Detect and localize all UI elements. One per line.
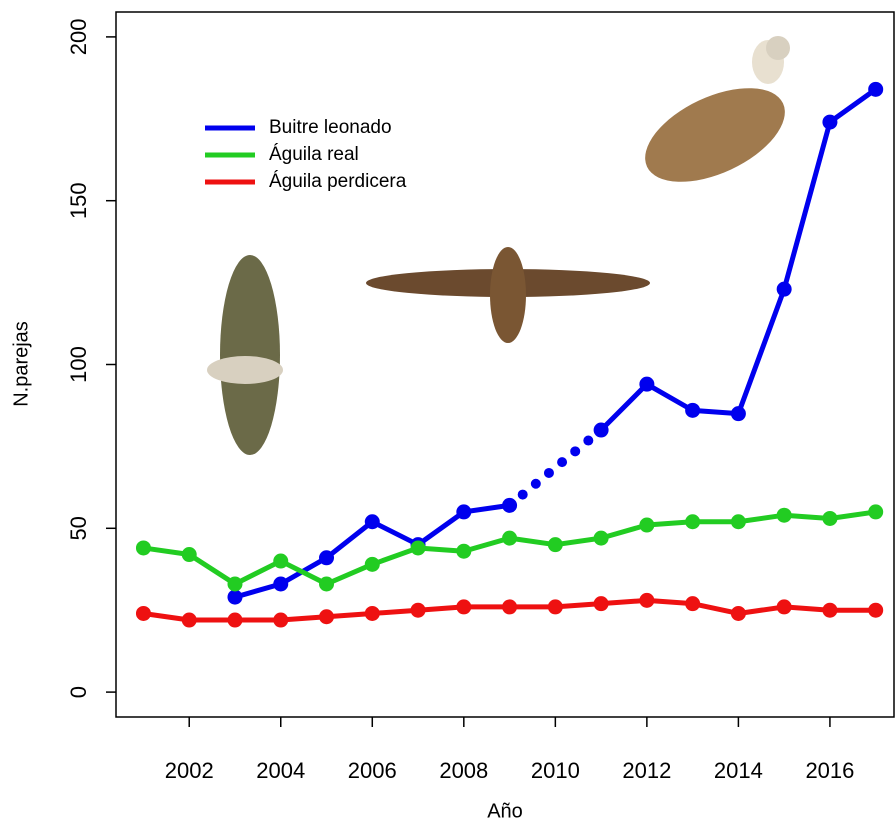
legend-label: Águila real — [269, 144, 359, 165]
chart: Año N.parejas Buitre leonado Águila real Á… — [0, 0, 896, 825]
bird-illustration-eagle — [366, 247, 650, 343]
legend-label: Águila perdicera — [269, 171, 407, 192]
x-tick-label: 2002 — [165, 758, 214, 783]
point — [136, 606, 151, 621]
point — [777, 508, 792, 523]
point — [365, 514, 380, 529]
point — [319, 609, 334, 624]
point — [639, 377, 654, 392]
bird-illustration-bonelli — [207, 255, 283, 455]
point — [365, 557, 380, 572]
x-tick-label: 2004 — [256, 758, 305, 783]
point — [685, 596, 700, 611]
point — [502, 599, 517, 614]
point — [227, 576, 242, 591]
point — [868, 82, 883, 97]
point — [731, 514, 746, 529]
x-tick-label: 2008 — [439, 758, 488, 783]
y-tick-label: 100 — [66, 346, 91, 383]
point — [411, 603, 426, 618]
point — [136, 540, 151, 555]
point — [639, 518, 654, 533]
point — [411, 540, 426, 555]
point — [182, 613, 197, 628]
x-tick-label: 2010 — [531, 758, 580, 783]
y-tick-label: 150 — [66, 182, 91, 219]
point — [182, 547, 197, 562]
point — [502, 498, 517, 513]
y-tick-label: 0 — [66, 686, 91, 698]
point — [365, 606, 380, 621]
point — [685, 514, 700, 529]
point — [227, 590, 242, 605]
x-tick-label: 2014 — [714, 758, 763, 783]
gap-bridge — [510, 430, 602, 505]
point — [319, 576, 334, 591]
point — [639, 593, 654, 608]
point — [594, 531, 609, 546]
point — [227, 613, 242, 628]
x-tick-label: 2006 — [348, 758, 397, 783]
point — [502, 531, 517, 546]
x-tick-label: 2016 — [805, 758, 854, 783]
point — [319, 550, 334, 565]
legend: Buitre leonado Águila real Águila perdicer… — [205, 117, 407, 192]
point — [273, 554, 288, 569]
legend-label: Buitre leonado — [269, 117, 392, 138]
x-tick-label: 2012 — [622, 758, 671, 783]
series-line — [143, 512, 875, 584]
point — [731, 406, 746, 421]
point — [456, 544, 471, 559]
point — [777, 599, 792, 614]
point — [868, 504, 883, 519]
point — [731, 606, 746, 621]
bird-illustration-vulture — [631, 36, 799, 201]
point — [685, 403, 700, 418]
point — [456, 599, 471, 614]
point — [777, 282, 792, 297]
point — [594, 596, 609, 611]
y-tick-label: 50 — [66, 516, 91, 540]
point — [822, 603, 837, 618]
point — [868, 603, 883, 618]
point — [822, 511, 837, 526]
point — [822, 115, 837, 130]
point — [548, 599, 563, 614]
point — [273, 576, 288, 591]
x-axis-title: Año — [487, 800, 523, 822]
point — [456, 504, 471, 519]
y-tick-label: 200 — [66, 19, 91, 56]
point — [594, 423, 609, 438]
y-axis-title: N.parejas — [10, 321, 32, 407]
point — [273, 613, 288, 628]
point — [548, 537, 563, 552]
